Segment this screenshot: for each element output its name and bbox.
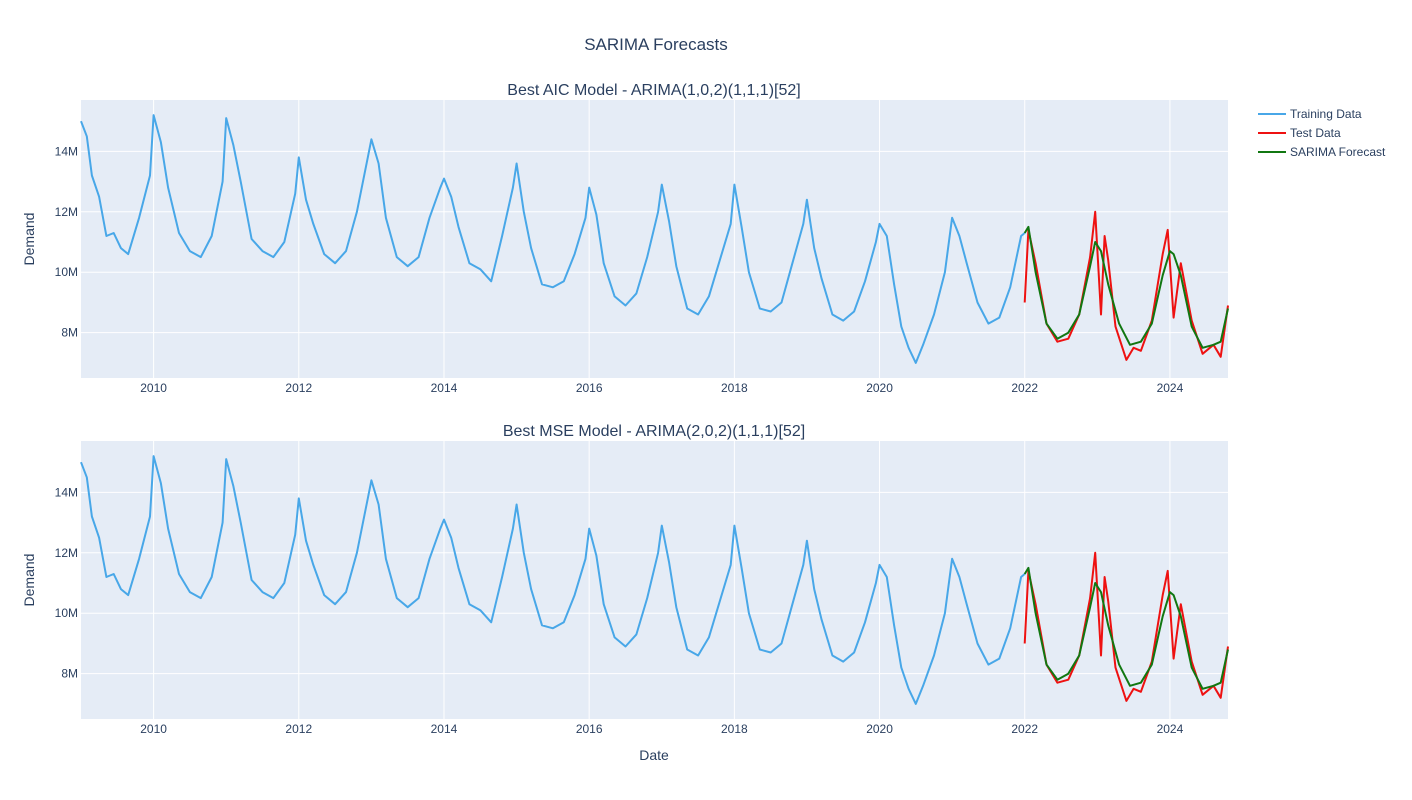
y-tick-label: 14M xyxy=(55,485,78,499)
x-tick-label: 2022 xyxy=(1011,381,1038,395)
plot-area-2 xyxy=(81,441,1228,719)
x-tick-label: 2012 xyxy=(285,722,312,736)
y-tick-label: 10M xyxy=(55,606,78,620)
legend-label-forecast: SARIMA Forecast xyxy=(1290,145,1386,159)
plot-panel-1: 2010 2012 2014 2016 2018 2020 2022 2024 8M 10M 12M… xyxy=(21,100,1229,395)
chart-title: SARIMA Forecasts xyxy=(584,35,728,54)
x-tick-label: 2014 xyxy=(431,381,458,395)
series-line-forecast xyxy=(1023,566,1229,690)
x-tick-label: 2024 xyxy=(1157,381,1184,395)
y-axis-label: Demand xyxy=(21,213,37,266)
y-tick-label: 14M xyxy=(55,144,78,158)
x-axis-label: Date xyxy=(639,747,669,763)
x-tick-label: 2020 xyxy=(866,381,893,395)
x-tick-label: 2012 xyxy=(285,381,312,395)
plot-area-1 xyxy=(81,100,1228,378)
x-tick-label: 2016 xyxy=(576,722,603,736)
y-tick-label: 10M xyxy=(55,265,78,279)
y-tick-label: 12M xyxy=(55,546,78,560)
x-tick-label: 2022 xyxy=(1011,722,1038,736)
x-tick-label: 2020 xyxy=(866,722,893,736)
x-tick-label: 2016 xyxy=(576,381,603,395)
y-tick-label: 8M xyxy=(61,326,78,340)
series-line-training xyxy=(80,455,1026,705)
x-tick-label: 2010 xyxy=(140,381,167,395)
y-tick-label: 12M xyxy=(55,205,78,219)
plot-panel-2: 2010 2012 2014 2016 2018 2020 2022 2024 8M 10M 12M… xyxy=(21,441,1229,736)
legend-item-training[interactable]: Training Data xyxy=(1258,107,1362,121)
series-line-test xyxy=(1023,210,1229,361)
panel-2-title: Best MSE Model - ARIMA(2,0,2)(1,1,1)[52] xyxy=(503,423,805,440)
x-tick-label: 2014 xyxy=(431,722,458,736)
series-line-test xyxy=(1023,551,1229,702)
y-axis-label: Demand xyxy=(21,554,37,607)
x-tick-label: 2018 xyxy=(721,722,748,736)
panel-1-title: Best AIC Model - ARIMA(1,0,2)(1,1,1)[52] xyxy=(507,82,800,99)
x-tick-label: 2024 xyxy=(1157,722,1184,736)
legend-label-training: Training Data xyxy=(1290,107,1362,121)
x-tick-label: 2010 xyxy=(140,722,167,736)
legend-item-forecast[interactable]: SARIMA Forecast xyxy=(1258,145,1386,159)
legend: Training Data Test Data SARIMA Forecast xyxy=(1258,107,1386,159)
x-tick-label: 2018 xyxy=(721,381,748,395)
series-line-training xyxy=(80,114,1026,364)
legend-label-test: Test Data xyxy=(1290,126,1341,140)
legend-item-test[interactable]: Test Data xyxy=(1258,126,1341,140)
y-tick-label: 8M xyxy=(61,667,78,681)
series-line-forecast xyxy=(1023,225,1229,349)
